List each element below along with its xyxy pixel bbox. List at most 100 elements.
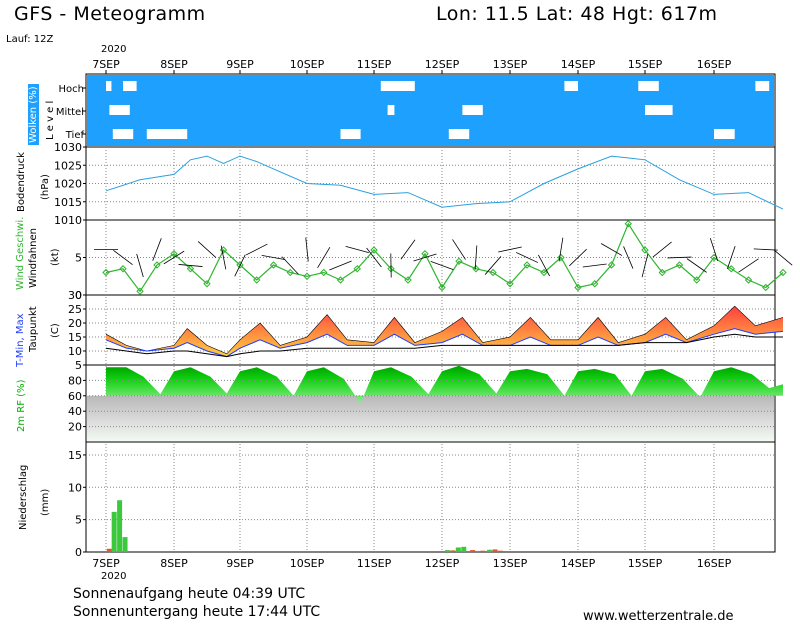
- cloud-level-mittel: Mittel: [56, 107, 84, 118]
- temp-tick-label-2: 15: [68, 331, 82, 344]
- hum-tick-label-0: 20: [68, 421, 82, 434]
- day-label-top-2: 9SEP: [226, 58, 254, 71]
- precip-bar-3: [122, 537, 128, 552]
- humidity-background: [87, 395, 774, 441]
- temp-tick-label-0: 5: [75, 359, 82, 372]
- temp-tick-label-3: 20: [68, 317, 82, 330]
- day-label-bottom-1: 8SEP: [160, 557, 188, 570]
- hum-tick-label-3: 80: [68, 374, 82, 387]
- wind-barb-1: [113, 249, 133, 266]
- sunset-text: Sonnenuntergang heute 17:44 UTC: [73, 604, 321, 620]
- wind-barb-4: [163, 250, 185, 265]
- wind-barb-11: [281, 256, 299, 275]
- precip-bar-14: [497, 550, 503, 552]
- precip-bar-4: [174, 551, 180, 553]
- wind-point-39: [762, 283, 770, 292]
- cloud-gap-10: [112, 129, 134, 139]
- temp-tick-label-4: 25: [68, 303, 82, 316]
- cloud-gap-15: [776, 129, 779, 139]
- precip-bar-2: [117, 500, 123, 552]
- wind-barb-3: [152, 238, 162, 261]
- wind-point-40: [779, 268, 787, 277]
- cloud-gap-3: [564, 81, 578, 91]
- wind-barb-27: [558, 237, 564, 262]
- day-label-bottom-4: 11SEP: [357, 557, 392, 570]
- wind-barb-33: [652, 241, 672, 258]
- precip-tick-label-3: 15: [68, 449, 82, 462]
- precip-tick-label-2: 10: [68, 481, 82, 494]
- wind-point-18: [404, 276, 412, 284]
- cloud-gap-2: [380, 81, 415, 91]
- wind-point-9: [253, 276, 261, 284]
- page-title: GFS - Meteogramm: [14, 3, 206, 25]
- day-label-top-8: 15SEP: [628, 58, 663, 71]
- wind-barb-9: [245, 243, 268, 256]
- wind-barb-8: [234, 254, 246, 277]
- precip-bar-13: [492, 549, 498, 552]
- hum-tick-label-2: 60: [68, 390, 82, 403]
- precip-bar-10: [470, 550, 476, 552]
- day-label-top-7: 14SEP: [561, 58, 596, 71]
- wind-point-33: [658, 268, 666, 277]
- cloud-gap-14: [714, 129, 735, 139]
- wind-point-5: [186, 265, 195, 273]
- wind-barb-5: [178, 264, 203, 267]
- wind-barb-19: [413, 253, 437, 262]
- day-label-bottom-9: 16SEP: [697, 557, 732, 570]
- wind-point-12: [303, 272, 311, 280]
- day-label-bottom-6: 13SEP: [493, 557, 528, 570]
- precip-bar-5: [439, 551, 445, 553]
- precip-bar-1: [111, 511, 117, 552]
- wind-barb-21: [452, 239, 466, 260]
- pressure-tick-label-2: 1020: [54, 178, 82, 191]
- cloud-gap-9: [645, 105, 673, 115]
- wind-barb-37: [726, 246, 736, 269]
- model-run: Lauf: 12Z: [6, 34, 54, 45]
- humidity-area: [106, 365, 783, 404]
- wind-point-38: [744, 276, 753, 284]
- tmin-line: [105, 328, 784, 358]
- cloud-gap-13: [448, 129, 470, 139]
- wind-point-34: [675, 261, 684, 269]
- wind-barb-29: [582, 263, 607, 268]
- wind-point-31: [624, 220, 632, 228]
- wind-point-37: [727, 265, 735, 273]
- wind-point-14: [336, 276, 345, 284]
- day-label-bottom-7: 14SEP: [561, 557, 596, 570]
- wind-point-1: [119, 265, 127, 273]
- wind-tick-label-0: 0: [75, 289, 82, 302]
- year-bottom: 2020: [101, 571, 127, 582]
- wind-barb-22: [474, 245, 478, 270]
- precip-tick-label-0: 0: [75, 546, 82, 559]
- cloud-gap-11: [146, 129, 188, 139]
- day-label-top-9: 16SEP: [697, 58, 732, 71]
- pressure-line: [105, 155, 784, 210]
- wind-barb-20: [430, 261, 454, 270]
- precip-bar-12: [487, 549, 493, 552]
- wind-barb-36: [709, 237, 719, 262]
- day-label-bottom-2: 9SEP: [226, 557, 254, 570]
- wind-point-29: [591, 280, 599, 288]
- day-label-bottom-5: 12SEP: [425, 557, 460, 570]
- wind-point-2: [136, 287, 144, 295]
- precip-bar-6: [444, 550, 450, 552]
- wind-point-6: [203, 280, 211, 288]
- wind-barb-30: [600, 243, 623, 256]
- wind-barb-12: [305, 237, 309, 262]
- tmax-line: [105, 305, 784, 355]
- wind-barb-18: [400, 239, 416, 260]
- website-link[interactable]: www.wetterzentrale.de: [583, 609, 734, 624]
- wind-point-28: [574, 283, 582, 292]
- wind-barb-7: [220, 245, 227, 270]
- wind-point-11: [286, 268, 294, 277]
- wind-barb-31: [623, 246, 634, 269]
- sunrise-text: Sonnenaufgang heute 04:39 UTC: [73, 586, 306, 602]
- hum-tick-label-1: 40: [68, 405, 82, 418]
- precip-bar-9: [461, 546, 467, 552]
- location-info: Lon: 11.5 Lat: 48 Hgt: 617m: [436, 3, 718, 25]
- day-label-bottom-0: 7SEP: [92, 557, 120, 570]
- wind-point-10: [269, 261, 278, 269]
- wind-barb-2: [136, 253, 144, 278]
- wind-barb-26: [538, 254, 550, 277]
